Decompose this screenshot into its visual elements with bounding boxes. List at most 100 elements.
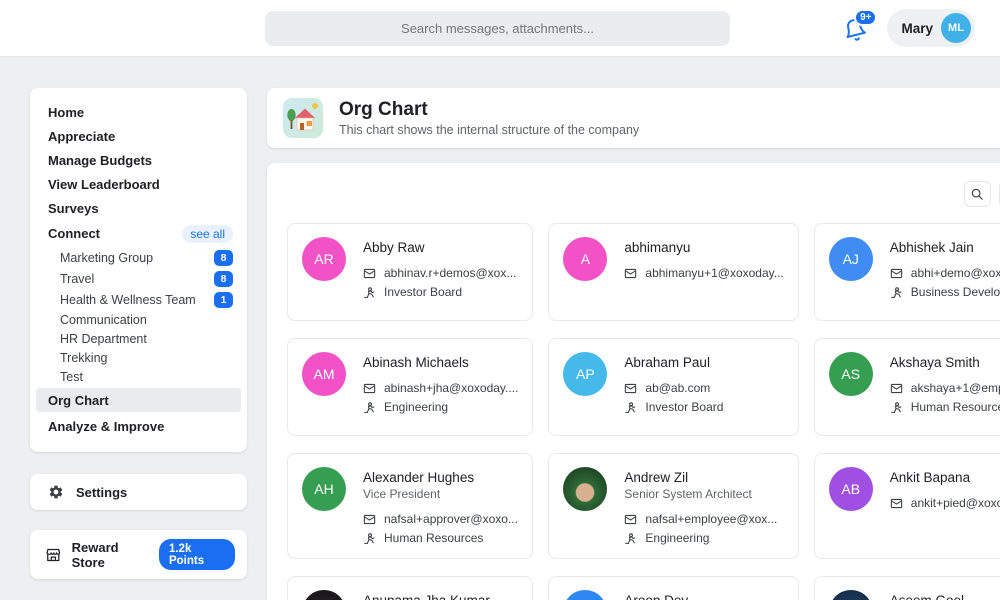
sidebar-item[interactable]: Test — [30, 367, 247, 386]
search-input[interactable] — [265, 10, 730, 46]
storefront-icon — [46, 548, 61, 561]
employee-department-row: Investor Board — [363, 285, 516, 299]
employee-avatar — [563, 590, 608, 600]
sidebar-nav: Home Appreciate Manage Budgets View Lead… — [30, 88, 247, 452]
employee-avatar — [302, 590, 346, 600]
sidebar-item-label: Analyze & Improve — [48, 418, 165, 434]
sidebar-item[interactable]: Home — [30, 100, 247, 124]
user-avatar: ML — [941, 13, 971, 43]
employee-details: nafsal+approver@xoxo... Human Resources — [363, 512, 518, 545]
email-icon — [890, 383, 902, 393]
employee-info: Ankit Bapana ankit+pied@xoxoday.c... — [890, 467, 1000, 545]
employee-avatar: AB — [828, 467, 873, 511]
main-column: Org Chart This chart shows the internal … — [267, 88, 1000, 600]
user-menu[interactable]: Mary ML — [887, 9, 975, 47]
employee-department-row: Investor Board — [624, 400, 723, 414]
employee-name: Ankit Bapana — [889, 470, 971, 485]
sidebar-item-label: View Leaderboard — [48, 176, 160, 192]
employee-email: abhinav.r+demos@xox... — [384, 266, 517, 280]
settings-button[interactable]: Settings — [30, 474, 247, 510]
sidebar-item[interactable]: Trekking — [30, 348, 247, 367]
employee-email-row: ankit+pied@xoxoday.c... — [890, 496, 1000, 510]
employee-email: ab@ab.com — [645, 381, 711, 395]
page-subtitle: This chart shows the internal structure … — [339, 123, 640, 137]
sidebar-item[interactable]: Travel 8 — [30, 268, 247, 289]
top-bar: 9+ Mary ML — [0, 0, 1000, 57]
sidebar-item-label: Communication — [60, 312, 147, 327]
employee-details: nafsal+employee@xox... Engineering — [624, 512, 777, 545]
left-column: Home Appreciate Manage Budgets View Lead… — [30, 88, 247, 579]
search-employees-button[interactable] — [963, 181, 991, 207]
sidebar-item-label: Home — [48, 104, 85, 120]
employee-card[interactable]: AP Abraham Paul ab@ab.com — [548, 338, 799, 436]
employee-email-row: nafsal+employee@xox... — [624, 512, 777, 526]
employee-name: Abhishek Jain — [889, 240, 974, 255]
employee-avatar: AS — [828, 352, 873, 396]
employee-card[interactable]: AS Akshaya Smith akshaya+1@empuls.io — [813, 338, 1000, 436]
employee-name: Aseem Goel — [890, 593, 964, 600]
employee-avatar: AR — [302, 237, 346, 281]
employee-card[interactable]: Aroop Dev — [548, 576, 799, 600]
employee-info: Akshaya Smith akshaya+1@empuls.io — [890, 352, 1000, 422]
employee-email-row: abinash+jha@xoxoday.... — [363, 381, 518, 395]
employee-name: Abby Raw — [363, 240, 425, 255]
sidebar-item[interactable]: Analyze & Improve — [30, 414, 247, 438]
sidebar-item[interactable]: Health & Wellness Team 1 — [30, 289, 247, 310]
employee-email-row: akshaya+1@empuls.io — [890, 381, 1000, 395]
notifications-count-badge: 9+ — [854, 9, 878, 26]
employee-details: abhi+demo@xoxoday.c... Business Developm… — [890, 266, 1000, 299]
house-with-garden-icon — [283, 98, 323, 138]
sidebar-item[interactable]: Marketing Group 8 — [30, 247, 247, 268]
department-icon — [890, 401, 902, 413]
department-icon — [364, 532, 375, 544]
employee-info: Alexander Hughes Vice President nafsal+a… — [363, 467, 518, 545]
employee-email: nafsal+employee@xox... — [645, 512, 778, 526]
employee-card[interactable]: Andrew Zil Senior System Architect nafsa… — [548, 453, 799, 559]
employee-card[interactable]: AB Ankit Bapana ankit+pied@xoxoday.c... — [813, 453, 1000, 559]
employee-details: akshaya+1@empuls.io Human Resources — [890, 381, 1000, 414]
employee-card[interactable]: A abhimanyu abhimanyu+1@xoxoday... — [548, 223, 799, 321]
employee-avatar: AJ — [828, 237, 873, 281]
employee-card[interactable]: AH Alexander Hughes Vice President nafsa… — [287, 453, 534, 559]
department-icon — [890, 286, 902, 298]
employee-email: abhimanyu+1@xoxoday... — [645, 266, 784, 280]
employee-details: abinash+jha@xoxoday.... Engineering — [363, 381, 518, 414]
employee-email-row: abhinav.r+demos@xox... — [363, 266, 516, 280]
sidebar-item[interactable]: Manage Budgets — [30, 148, 247, 172]
employee-email-row: abhi+demo@xoxoday.c... — [890, 266, 1000, 280]
sidebar-item[interactable]: Surveys — [30, 196, 247, 220]
employee-email: ankit+pied@xoxoday.c... — [910, 496, 1000, 510]
employee-department: Engineering — [645, 531, 710, 545]
employee-email: akshaya+1@empuls.io — [910, 381, 1000, 395]
employee-email: abhi+demo@xoxoday.c... — [910, 266, 1000, 280]
employee-card[interactable]: AJ Abhishek Jain abhi+demo@xoxoday.c... — [813, 223, 1000, 321]
sidebar-item[interactable]: Communication — [30, 310, 247, 329]
page-title: Org Chart — [339, 99, 428, 120]
sidebar-item[interactable]: Appreciate — [30, 124, 247, 148]
employee-email-row: ab@ab.com — [624, 381, 723, 395]
sidebar-item[interactable]: HR Department — [30, 329, 247, 348]
notifications-button[interactable]: 9+ — [843, 9, 878, 43]
employee-name: Akshaya Smith — [889, 355, 980, 370]
employee-department-row: Engineering — [624, 531, 777, 545]
employee-card[interactable]: AR Abby Raw abhinav.r+demos@xox... — [287, 223, 534, 321]
sidebar-item-label: Marketing Group — [60, 250, 154, 265]
employee-info: Abraham Paul ab@ab.com Investo — [624, 352, 723, 422]
email-icon — [625, 383, 637, 393]
unread-count-badge: 8 — [214, 249, 233, 266]
sidebar-item[interactable]: Org Chart — [36, 388, 241, 412]
employee-card[interactable]: AM Abinash Michaels abinash+jha@xoxoday.… — [287, 338, 534, 436]
employee-email: nafsal+approver@xoxo... — [384, 512, 518, 526]
employee-card[interactable]: Anupama Jha Kumar — [287, 576, 534, 600]
employee-card[interactable]: Aseem Goel — [813, 576, 1000, 600]
reward-store-button[interactable]: Reward Store 1.2k Points — [30, 530, 247, 579]
employee-info: Andrew Zil Senior System Architect nafsa… — [624, 467, 777, 545]
employee-info: Abhishek Jain abhi+demo@xoxoday.c... — [890, 237, 1000, 307]
employee-department: Business Development — [910, 285, 1000, 299]
sidebar-item[interactable]: View Leaderboard — [30, 172, 247, 196]
employee-name: Andrew Zil — [624, 470, 689, 485]
see-all-link[interactable]: see all — [182, 224, 233, 243]
employee-avatar — [828, 590, 873, 600]
sidebar-item[interactable]: Connect see all — [30, 220, 247, 247]
employee-department-row: Human Resources — [890, 400, 1000, 414]
